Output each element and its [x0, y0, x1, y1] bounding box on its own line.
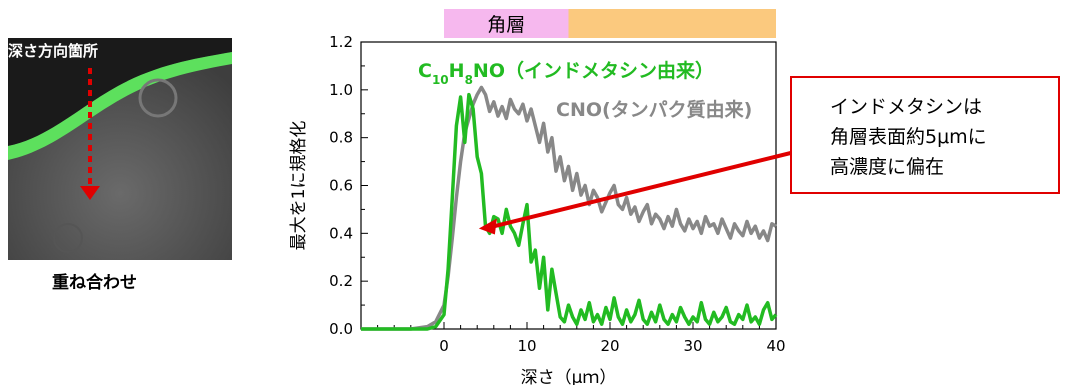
- y-tick-label-6: 1.2: [329, 33, 353, 51]
- y-tick-label-1: 0.2: [329, 272, 353, 290]
- series-line-0: [361, 92, 778, 331]
- y-tick-label-2: 0.4: [329, 224, 353, 242]
- series-label-0-part: C: [418, 60, 432, 82]
- region-bands: 角層: [444, 9, 776, 38]
- y-tick-label-5: 1.0: [329, 81, 353, 99]
- series-label-0-part: 8: [465, 73, 473, 87]
- annotation-line: [492, 145, 816, 229]
- callout-box: インドメタシンは 角層表面約5μmに 高濃度に偏在: [790, 76, 1060, 194]
- callout-line-1: インドメタシンは: [830, 96, 983, 118]
- x-axis-label: 深さ（μｍ）: [521, 368, 617, 385]
- image-label: 深さ方向箇所: [8, 42, 99, 60]
- series-label-0-part: H: [449, 60, 465, 82]
- x-tick-label-2: 20: [600, 337, 619, 355]
- annotation-arrowhead: [478, 218, 497, 235]
- band-0: [444, 9, 569, 38]
- image-caption: 重ね合わせ: [52, 273, 137, 293]
- x-tick-label-0: 0: [439, 337, 449, 355]
- overlay-image-graphic: [8, 38, 232, 260]
- x-tick-label-3: 30: [683, 337, 702, 355]
- series-label-1: CNO(タンパク質由来): [556, 98, 752, 121]
- series-label-0-part: 10: [432, 73, 449, 87]
- x-tick-label-1: 10: [517, 337, 536, 355]
- chart-labels: 深さ（μｍ）最大を1に規格化C10H8NO（インドメタシン由来）CNO(タンパク…: [289, 59, 752, 385]
- plot-frame: [360, 41, 777, 330]
- series-lines: [361, 85, 778, 331]
- y-tick-label-4: 0.8: [329, 129, 353, 147]
- band-1: [568, 9, 776, 38]
- series-label-0: C10H8NO（インドメタシン由来）: [418, 59, 714, 87]
- y-axis-label: 最大を1に規格化: [289, 121, 309, 251]
- series-line-1: [361, 85, 777, 331]
- series-label-0-part: NO（インドメタシン由来）: [473, 59, 714, 82]
- y-tick-label-3: 0.6: [329, 177, 353, 195]
- overlay-image: [8, 38, 232, 260]
- callout-line-3: 高濃度に偏在: [830, 156, 945, 178]
- band-label-0: 角層: [487, 14, 525, 36]
- callout-line-2: 角層表面約5μmに: [830, 126, 987, 148]
- axis-ticks: 0 10 20 30 40 0.0 0.2 0.4 0.6 0.8 1.0 1.2: [329, 33, 785, 355]
- annotation-arrow: [478, 145, 816, 235]
- x-tick-label-4: 40: [766, 337, 785, 355]
- y-tick-label-0: 0.0: [329, 320, 353, 338]
